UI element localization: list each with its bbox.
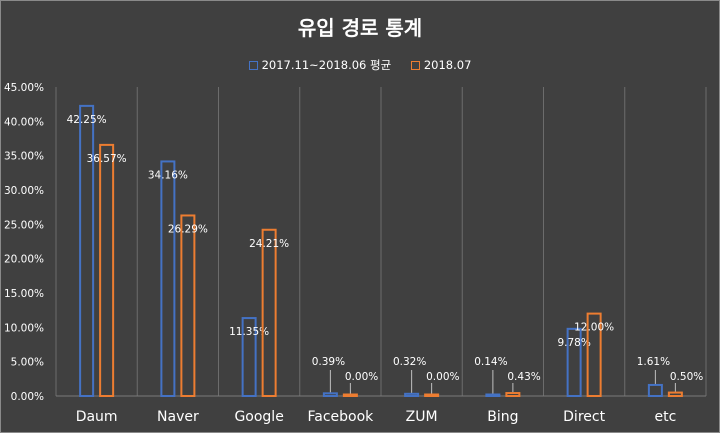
x-tick-label: Direct <box>563 409 605 425</box>
data-label-series-2: 0.50% <box>670 371 703 383</box>
legend-swatch-series-1 <box>248 61 258 70</box>
y-tick-label: 30.00% <box>4 185 44 197</box>
bar-series-1 <box>485 393 501 397</box>
data-label-series-2: 36.57% <box>87 153 127 165</box>
x-tick-label: Bing <box>487 409 518 425</box>
bar-series-2 <box>505 392 521 397</box>
legend-swatch-series-2 <box>410 61 420 70</box>
legend-label-series-1: 2017.11~2018.06 평균 <box>261 58 392 72</box>
legend-item-series-2: 2018.07 <box>410 58 472 72</box>
data-label-series-1: 42.25% <box>67 114 107 126</box>
data-label-series-1: 9.78% <box>557 337 590 349</box>
bar-series-2 <box>99 143 115 397</box>
bar-series-1 <box>566 327 582 397</box>
data-label-series-1: 11.35% <box>229 326 269 338</box>
x-tick-label: Facebook <box>307 409 374 425</box>
data-label-series-1: 0.32% <box>393 356 426 368</box>
data-label-series-2: 26.29% <box>168 223 208 235</box>
x-tick-label: Google <box>234 409 283 425</box>
x-tick-label: etc <box>654 409 676 425</box>
y-tick-label: 45.00% <box>4 82 44 94</box>
y-tick-label: 35.00% <box>4 151 44 163</box>
x-tick-label: ZUM <box>406 409 438 425</box>
legend-item-series-1: 2017.11~2018.06 평균 <box>248 57 392 73</box>
chart-title: 유입 경로 통계 <box>297 16 423 40</box>
data-label-series-2: 0.00% <box>345 371 378 383</box>
bar-series-2 <box>180 214 196 397</box>
data-label-series-2: 24.21% <box>249 238 289 250</box>
bar-series-1 <box>79 104 95 397</box>
x-tick-label: Daum <box>76 409 118 425</box>
data-label-series-1: 1.61% <box>637 356 670 368</box>
bar-series-2 <box>586 312 602 398</box>
bar-series-1 <box>404 392 420 398</box>
data-label-series-1: 34.16% <box>148 169 188 181</box>
bar-series-2 <box>424 393 440 397</box>
bar-series-1 <box>241 317 257 397</box>
bar-series-2 <box>261 228 277 397</box>
y-tick-label: 25.00% <box>4 219 44 231</box>
data-label-series-1: 0.14% <box>474 356 507 368</box>
y-tick-label: 20.00% <box>4 254 44 266</box>
bar-series-1 <box>322 392 338 397</box>
y-tick-label: 15.00% <box>4 288 44 300</box>
bar-series-2 <box>342 393 358 397</box>
y-tick-label: 40.00% <box>4 116 44 128</box>
bar-series-1 <box>160 160 176 397</box>
y-tick-label: 0.00% <box>11 391 44 403</box>
bar-series-1 <box>647 383 663 398</box>
data-label-series-1: 0.39% <box>312 356 345 368</box>
bar-series-2 <box>667 391 683 398</box>
data-label-series-2: 12.00% <box>574 322 614 334</box>
y-tick-label: 5.00% <box>11 357 44 369</box>
data-label-series-2: 0.43% <box>507 371 540 383</box>
data-label-series-2: 0.00% <box>426 371 459 383</box>
legend-label-series-2: 2018.07 <box>423 58 472 72</box>
y-tick-label: 10.00% <box>4 322 44 334</box>
legend: 2017.11~2018.06 평균 2018.07 <box>0 57 720 73</box>
x-tick-label: Naver <box>157 409 199 425</box>
